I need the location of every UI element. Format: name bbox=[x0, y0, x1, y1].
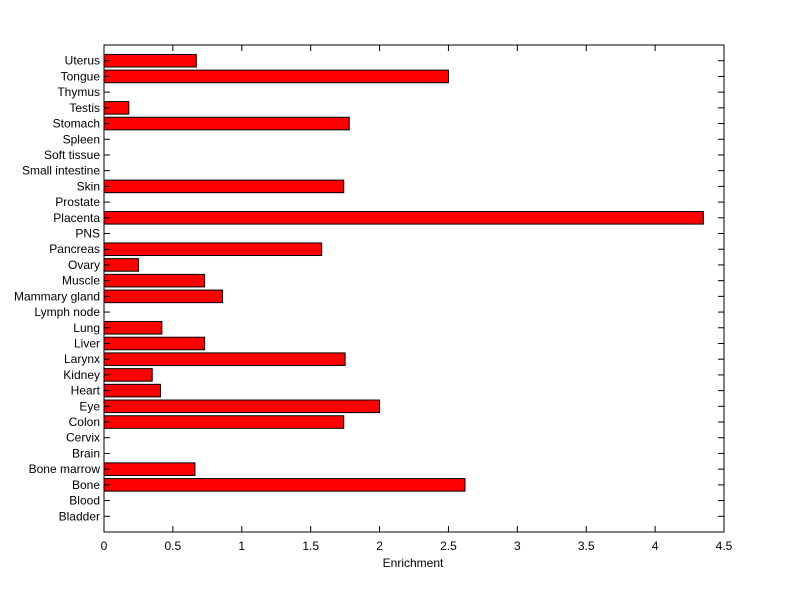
category-label: Blood bbox=[69, 494, 100, 508]
category-label: Heart bbox=[71, 384, 101, 398]
bar-heart bbox=[103, 383, 161, 398]
category-label: Colon bbox=[69, 415, 100, 429]
bar-eye bbox=[103, 399, 381, 414]
category-label: Prostate bbox=[55, 195, 100, 209]
category-label: Lung bbox=[73, 321, 100, 335]
category-label: Soft tissue bbox=[44, 148, 100, 162]
bar-tongue bbox=[103, 69, 449, 84]
x-tick-label: 4.5 bbox=[716, 539, 733, 553]
bar-colon bbox=[103, 415, 345, 429]
category-label: Brain bbox=[72, 446, 100, 460]
bar-mammary-gland bbox=[103, 289, 223, 304]
category-label: Stomach bbox=[53, 117, 100, 131]
category-label: Muscle bbox=[62, 274, 100, 288]
bar-skin bbox=[103, 179, 345, 194]
bar-stomach bbox=[103, 116, 350, 131]
x-tick-label: 0 bbox=[101, 539, 108, 553]
category-label: Pancreas bbox=[49, 242, 100, 256]
x-tick-label: 0.5 bbox=[165, 539, 182, 553]
x-tick-label: 1 bbox=[238, 539, 245, 553]
x-axis-label: Enrichment bbox=[383, 556, 444, 570]
x-tick-label: 3 bbox=[514, 539, 521, 553]
bar-pancreas bbox=[103, 242, 323, 257]
x-tick-label: 1.5 bbox=[302, 539, 319, 553]
bar-placenta bbox=[103, 211, 704, 225]
category-label: Bladder bbox=[59, 509, 100, 523]
category-label: Mammary gland bbox=[14, 289, 100, 303]
category-label: Ovary bbox=[68, 258, 100, 272]
bar-larynx bbox=[103, 352, 346, 366]
category-label: Tongue bbox=[61, 69, 101, 83]
category-label: Placenta bbox=[53, 211, 100, 225]
bar-kidney bbox=[103, 368, 153, 382]
category-label: Small intestine bbox=[22, 164, 100, 178]
category-label: PNS bbox=[75, 227, 100, 241]
x-tick-label: 4 bbox=[652, 539, 659, 553]
category-label: Kidney bbox=[63, 368, 100, 382]
plot-frame bbox=[103, 44, 725, 533]
x-tick-labels: 0 0.5 1 1.5 2 2.5 3 3.5 4 4.5 bbox=[101, 539, 733, 553]
x-tick-label: 3.5 bbox=[578, 539, 595, 553]
x-tick-label: 2 bbox=[376, 539, 383, 553]
category-label: Bone bbox=[72, 478, 100, 492]
category-label: Liver bbox=[74, 336, 100, 350]
category-label: Lymph node bbox=[34, 305, 100, 319]
category-label: Spleen bbox=[63, 132, 100, 146]
category-label: Cervix bbox=[66, 431, 100, 445]
category-label: Larynx bbox=[64, 352, 100, 366]
category-label: Uterus bbox=[65, 54, 100, 68]
bar-liver bbox=[103, 336, 206, 351]
x-tick-label: 2.5 bbox=[440, 539, 457, 553]
category-label: Eye bbox=[79, 399, 100, 413]
bar-bone bbox=[103, 478, 466, 492]
bar-bone-marrow bbox=[103, 462, 196, 476]
bar-uterus bbox=[103, 53, 197, 68]
ticks-group bbox=[103, 45, 725, 532]
bar-muscle bbox=[103, 273, 206, 288]
bar-lung bbox=[103, 320, 163, 335]
bars-group bbox=[103, 53, 704, 492]
category-label: Skin bbox=[77, 179, 100, 193]
category-label: Bone marrow bbox=[29, 462, 101, 476]
category-label: Thymus bbox=[57, 85, 100, 99]
category-label: Testis bbox=[69, 101, 100, 115]
